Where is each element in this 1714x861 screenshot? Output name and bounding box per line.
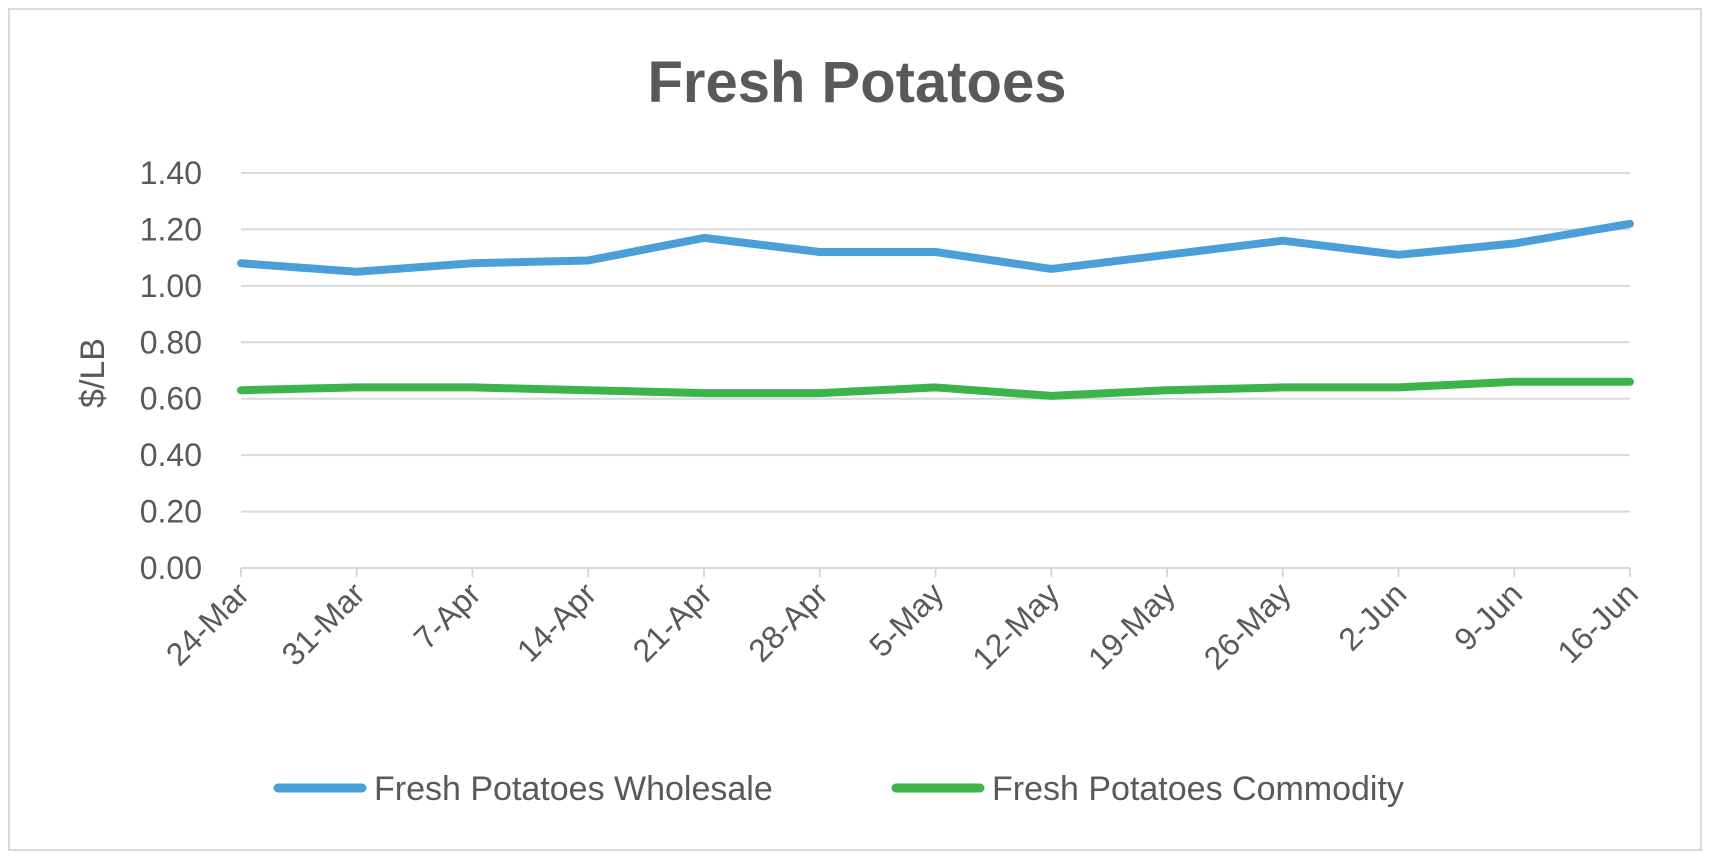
x-axis [240, 567, 1631, 577]
x-tick-label: 14-Apr [510, 575, 604, 669]
chart-frame [8, 8, 1702, 851]
y-tick-label: 1.20 [140, 211, 202, 247]
x-tick-label: 24-Mar [159, 575, 256, 672]
x-tick-label: 31-Mar [275, 575, 372, 672]
x-tick-label: 21-Apr [626, 575, 720, 669]
x-tick-label: 16-Jun [1550, 575, 1645, 670]
y-tick-label: 0.80 [140, 324, 202, 360]
x-tick-label: 9-Jun [1447, 575, 1529, 657]
x-tick-labels: 24-Mar 31-Mar 7-Apr 14-Apr 21-Apr 28-Apr 5-May… [159, 575, 1645, 676]
legend: Fresh Potatoes Wholesale Fresh Potatoes C… [273, 770, 1404, 808]
x-tick-label: 19-May [1081, 575, 1182, 676]
legend-label: Fresh Potatoes Wholesale [374, 770, 773, 808]
legend-label: Fresh Potatoes Commodity [992, 770, 1404, 808]
y-tick-label: 1.40 [140, 155, 202, 191]
gridlines [241, 172, 1630, 513]
y-tick-label: 0.00 [140, 550, 202, 586]
series-line-1 [237, 219, 1634, 276]
x-tick-label: 28-Apr [741, 575, 835, 669]
x-tick-label: 12-May [965, 575, 1066, 676]
y-tick-label: 0.60 [140, 381, 202, 417]
chart-title: Fresh Potatoes [648, 50, 1067, 115]
y-tick-label: 1.00 [140, 268, 202, 304]
y-tick-label: 0.20 [140, 494, 202, 530]
x-tick-label: 2-Jun [1331, 575, 1413, 657]
y-axis-label: $/LB [74, 338, 112, 408]
x-tick-label: 26-May [1197, 575, 1298, 676]
x-tick-label: 5-May [862, 575, 950, 663]
y-tick-label: 0.40 [140, 437, 202, 473]
y-tick-labels: 0.00 0.20 0.40 0.60 0.80 1.00 1.20 1.40 [140, 155, 202, 586]
series-line-2 [237, 377, 1634, 400]
x-tick-label: 7-Apr [407, 575, 488, 656]
series-lines [237, 219, 1634, 400]
